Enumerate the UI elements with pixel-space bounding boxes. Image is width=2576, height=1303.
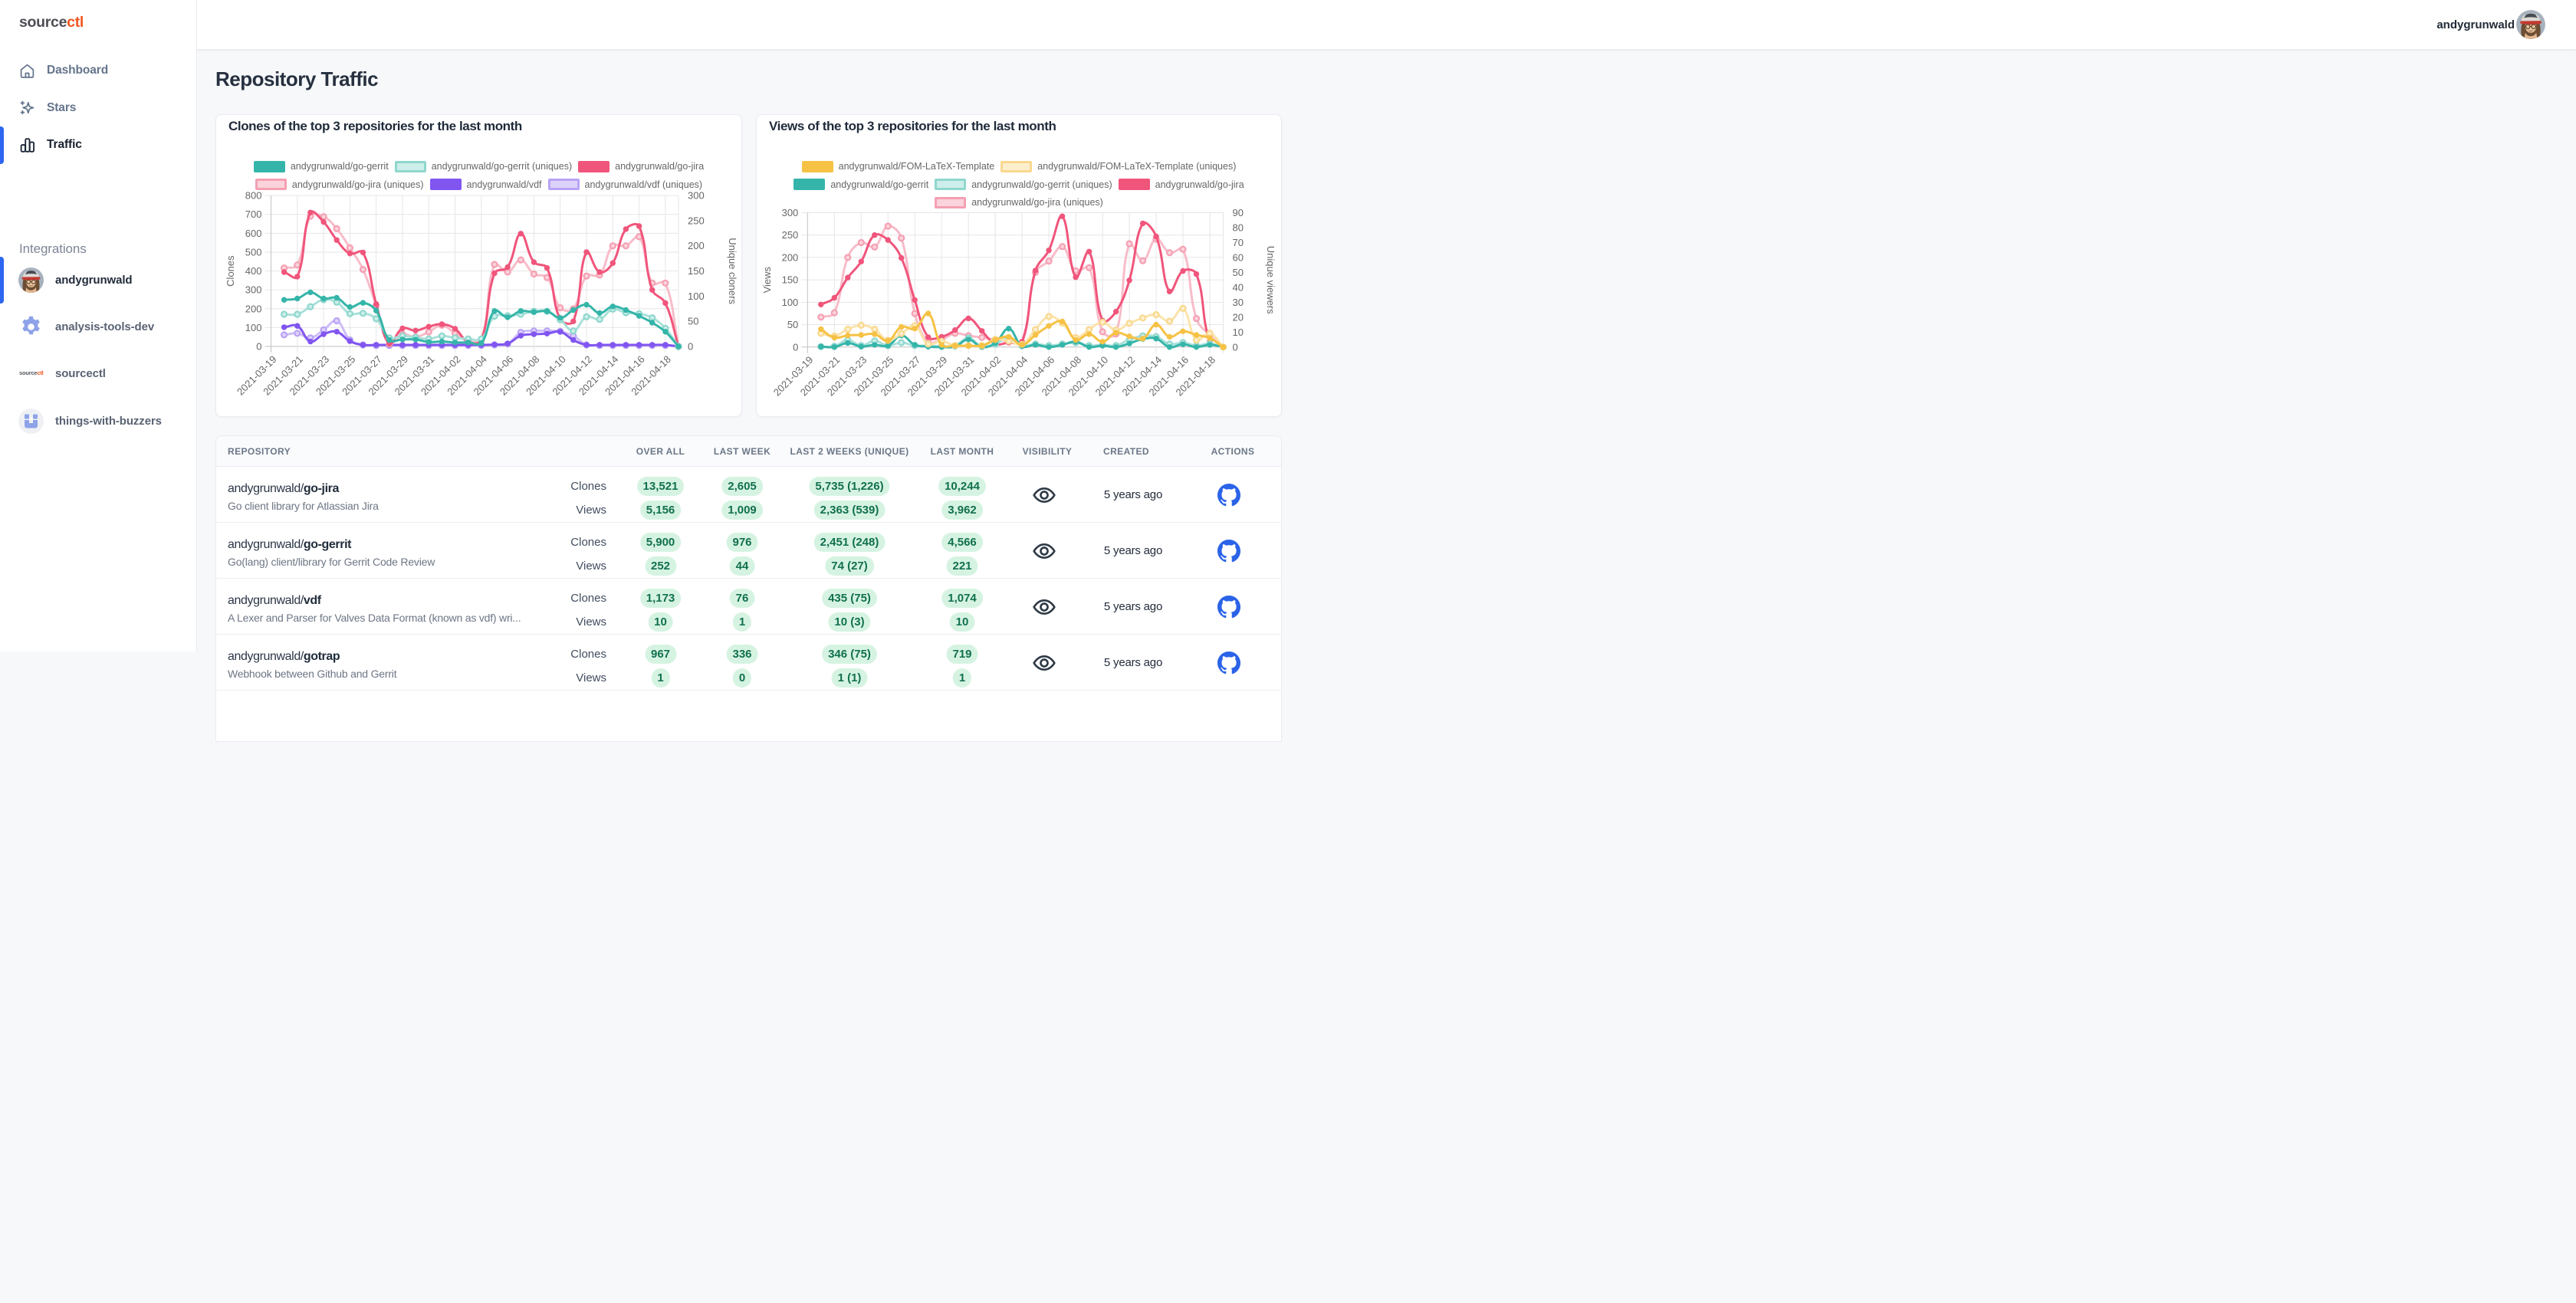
svg-text:0: 0: [256, 340, 261, 352]
svg-text:250: 250: [782, 229, 799, 241]
svg-text:0: 0: [793, 341, 798, 353]
svg-text:0: 0: [1233, 341, 1238, 353]
svg-text:10: 10: [1233, 326, 1244, 337]
svg-text:60: 60: [1233, 251, 1244, 263]
svg-text:150: 150: [688, 265, 705, 277]
svg-text:300: 300: [782, 207, 799, 218]
svg-text:30: 30: [1233, 296, 1244, 307]
svg-text:50: 50: [787, 319, 798, 330]
svg-text:600: 600: [245, 227, 262, 238]
svg-text:100: 100: [782, 296, 799, 307]
svg-text:50: 50: [688, 315, 698, 327]
svg-text:Clones: Clones: [225, 254, 236, 286]
svg-text:300: 300: [245, 284, 262, 295]
svg-text:200: 200: [782, 251, 799, 263]
svg-text:200: 200: [245, 303, 262, 314]
svg-text:300: 300: [688, 189, 705, 201]
svg-text:Views: Views: [761, 266, 773, 293]
svg-text:20: 20: [1233, 311, 1244, 323]
svg-text:Unique cloners: Unique cloners: [727, 238, 738, 304]
svg-text:Unique viewers: Unique viewers: [1265, 245, 1276, 313]
svg-text:80: 80: [1233, 222, 1244, 233]
svg-text:700: 700: [245, 208, 262, 220]
svg-text:500: 500: [245, 246, 262, 258]
svg-text:800: 800: [245, 189, 262, 201]
svg-text:400: 400: [245, 265, 262, 277]
svg-text:100: 100: [688, 290, 705, 301]
svg-text:70: 70: [1233, 237, 1244, 248]
svg-text:200: 200: [688, 240, 705, 251]
svg-text:0: 0: [688, 340, 693, 352]
svg-text:50: 50: [1233, 266, 1244, 277]
svg-text:150: 150: [782, 274, 799, 285]
svg-text:90: 90: [1233, 207, 1244, 218]
svg-text:40: 40: [1233, 281, 1244, 293]
svg-text:250: 250: [688, 215, 705, 226]
svg-text:100: 100: [245, 321, 262, 333]
